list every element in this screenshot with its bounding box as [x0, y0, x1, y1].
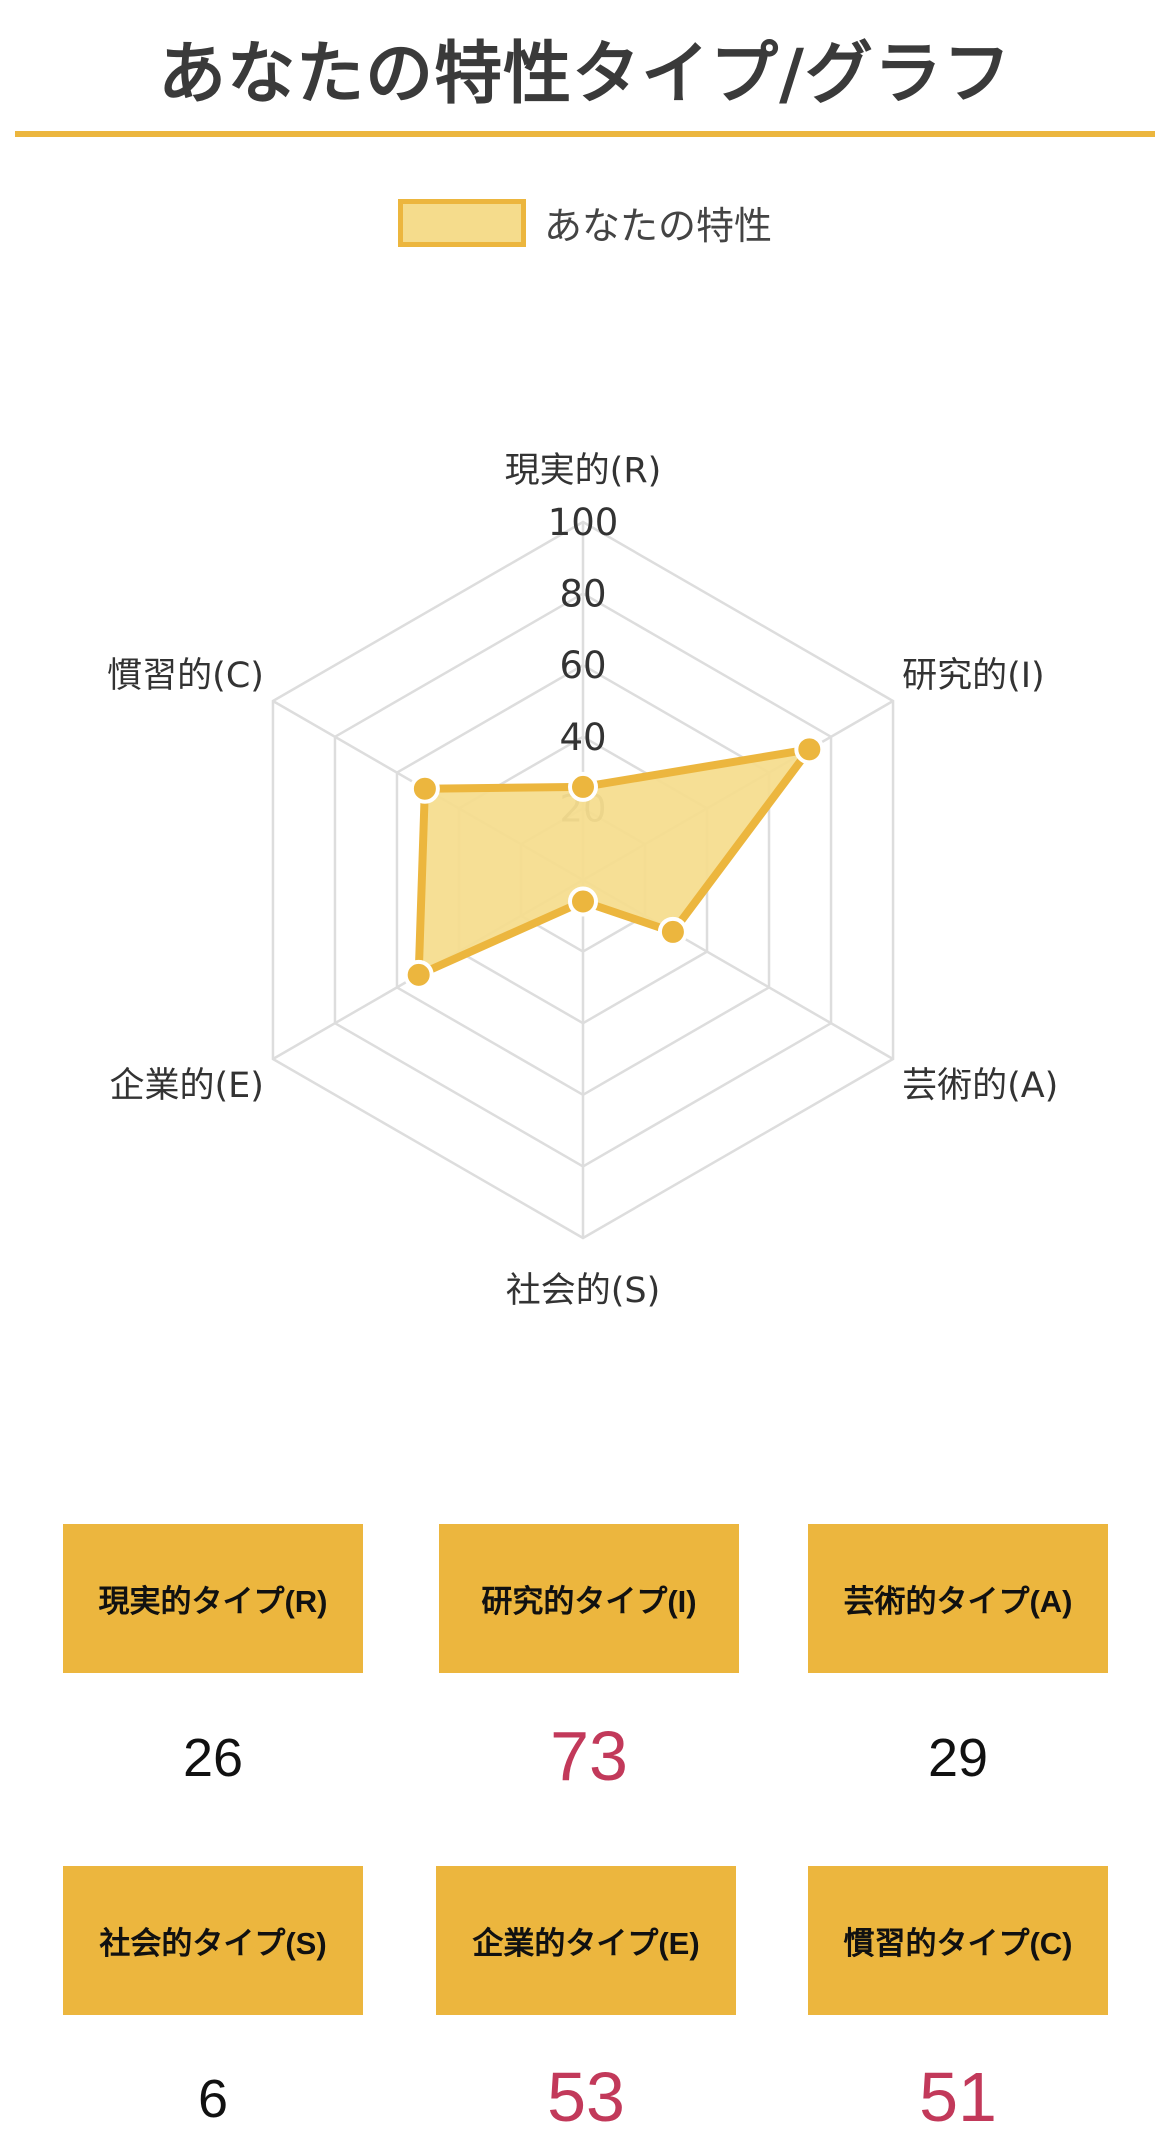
page-title: あなたの特性タイプ/グラフ [158, 35, 1012, 114]
card-investigative: 研究的タイプ(I) [439, 1524, 739, 1673]
radar-chart: 現実的(R)研究的(I)芸術的(A)社会的(S)企業的(E)慣習的(C) 204… [107, 451, 1058, 1311]
data-point [409, 773, 440, 804]
legend-label: あなたの特性 [543, 204, 772, 248]
axis-label: 慣習的(C) [107, 656, 264, 696]
chart-legend[interactable]: あなたの特性 [0, 195, 1170, 250]
card-label: 慣習的タイプ(C) [843, 1926, 1073, 1961]
data-point [657, 916, 688, 947]
tick-label: 40 [559, 716, 606, 759]
data-point [403, 959, 434, 990]
tick-label: 80 [559, 573, 606, 616]
card-conventional: 慣習的タイプ(C) [808, 1866, 1108, 2015]
data-point [568, 886, 598, 917]
axis-label: 社会的(S) [506, 1271, 661, 1311]
legend-swatch [397, 198, 526, 247]
axis-label: 企業的(E) [109, 1066, 263, 1106]
card-artistic: 芸術的タイプ(A) [808, 1524, 1108, 1673]
score-artistic: 29 [927, 1728, 989, 1788]
card-label: 企業的タイプ(E) [472, 1926, 700, 1961]
score-realistic: 26 [182, 1728, 244, 1788]
axis-label: 現実的(R) [505, 451, 662, 491]
score-conventional: 51 [919, 2058, 997, 2136]
score-investigative: 73 [550, 1717, 628, 1795]
score-enterprising: 53 [547, 2058, 625, 2136]
card-label: 研究的タイプ(I) [481, 1584, 697, 1619]
card-enterprising: 企業的タイプ(E) [436, 1866, 736, 2015]
axis-label: 芸術的(A) [902, 1066, 1058, 1106]
title-underline [15, 131, 1155, 137]
card-label: 社会的タイプ(S) [99, 1926, 327, 1961]
tick-label: 100 [548, 501, 619, 544]
tick-label: 60 [559, 644, 606, 687]
card-realistic: 現実的タイプ(R) [63, 1524, 363, 1673]
card-social: 社会的タイプ(S) [63, 1866, 363, 2015]
score-social: 6 [197, 2069, 229, 2129]
series-area [414, 745, 814, 979]
card-label: 現実的タイプ(R) [98, 1584, 328, 1619]
data-point [568, 771, 598, 802]
card-label: 芸術的タイプ(A) [843, 1584, 1073, 1619]
axis-label: 研究的(I) [902, 656, 1045, 696]
data-point [794, 734, 825, 765]
